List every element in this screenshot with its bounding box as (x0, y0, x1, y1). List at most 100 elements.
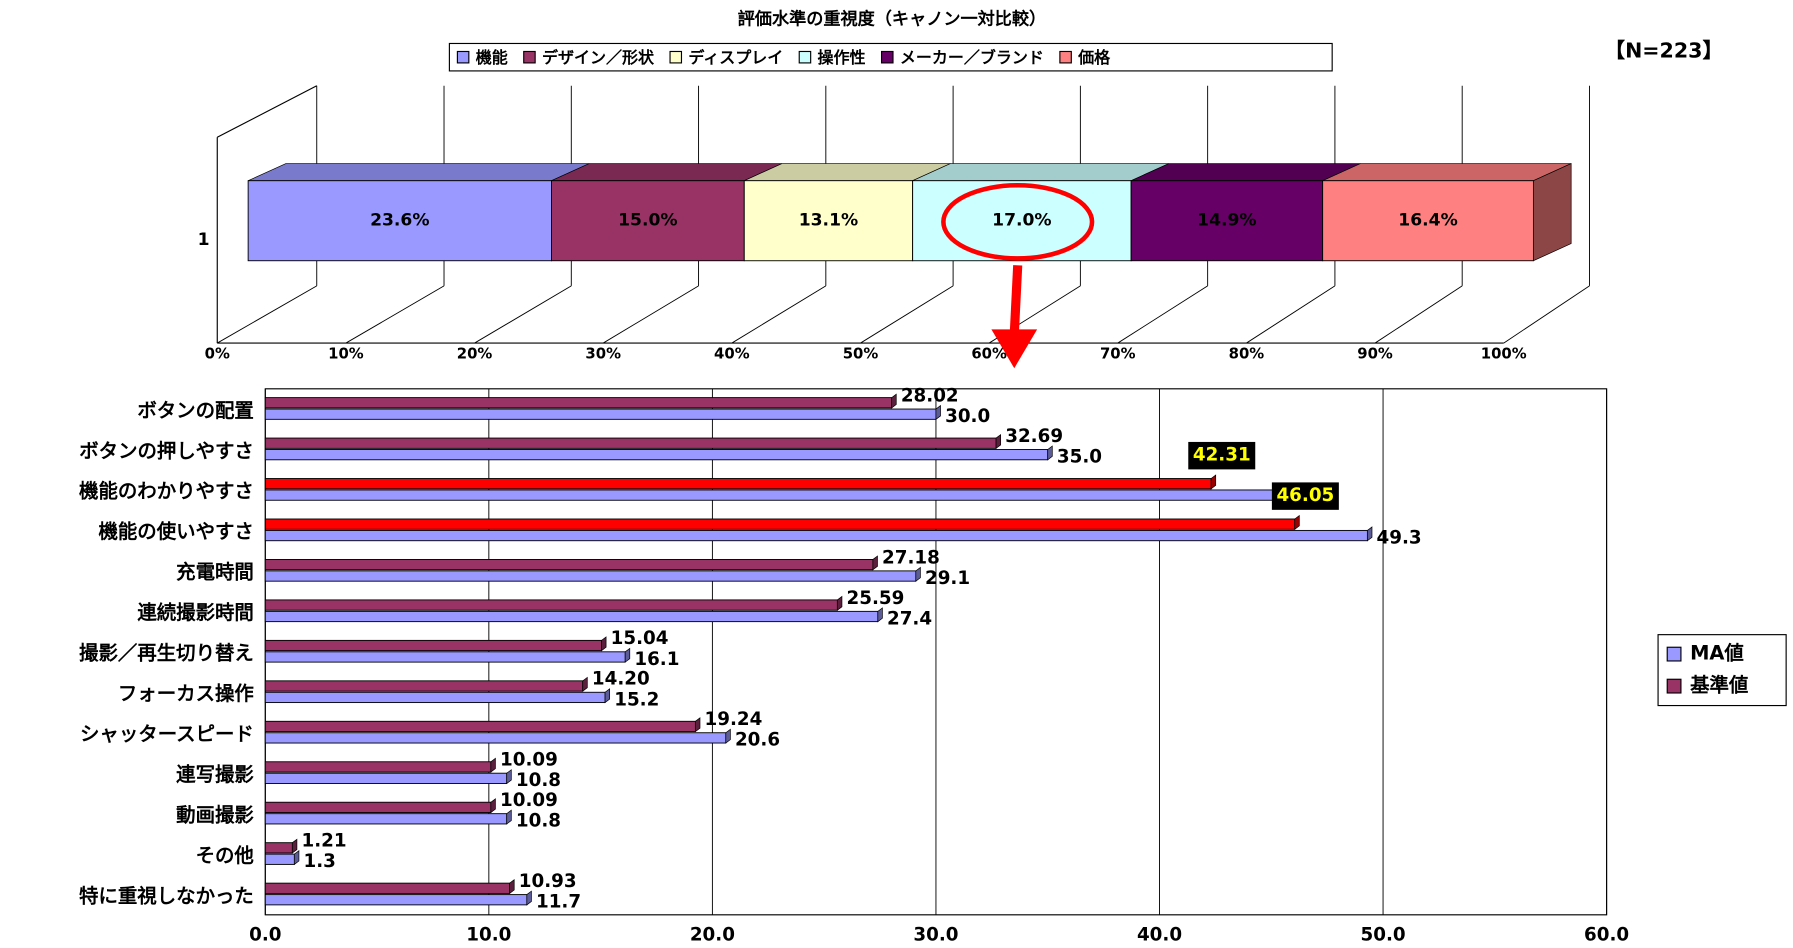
x-tick-label: 30% (585, 345, 621, 363)
grid-line (345, 285, 445, 344)
data-label: 11.7 (536, 892, 581, 913)
data-label: 46.05 (1276, 485, 1334, 506)
y-tick-label: 充電時間 (176, 561, 254, 584)
y-tick-label: その他 (196, 844, 255, 867)
bar (264, 437, 997, 449)
grid-line (474, 285, 572, 344)
data-label: 35.0 (1057, 447, 1102, 468)
data-label: 30.0 (945, 406, 990, 427)
bar (264, 842, 293, 854)
bar (264, 449, 1049, 461)
bar-side (526, 890, 532, 906)
arrow-shaft (1009, 265, 1023, 335)
bar-side (1047, 445, 1053, 461)
data-label: 42.31 (1193, 445, 1251, 466)
bar (264, 599, 838, 611)
x-tick-label: 10% (328, 345, 364, 363)
bar (264, 478, 1212, 490)
legend-swatch (523, 50, 536, 64)
data-label: 16.4% (1398, 211, 1457, 231)
legend-label: デザイン／形状 (542, 48, 655, 67)
bar (264, 882, 511, 894)
x-tick-label: 80% (1229, 345, 1265, 363)
bar-side (1294, 514, 1300, 530)
bar-side (509, 879, 515, 895)
highlight-ellipse (941, 182, 1095, 261)
legend-swatch (456, 50, 470, 64)
bar (264, 732, 727, 744)
x-tick-label: 0% (205, 345, 230, 363)
y-tick-label: 1 (198, 230, 210, 250)
x-tick-label: 90% (1357, 345, 1393, 363)
bar-side (725, 728, 731, 744)
x-tick-label: 60.0 (1584, 924, 1629, 945)
bar (551, 180, 745, 262)
bar-side (291, 838, 298, 854)
bar-side (872, 555, 878, 571)
bar (264, 610, 879, 623)
bar (264, 680, 584, 692)
data-label-box (1188, 441, 1256, 470)
y-tick-label: 機能のわかりやすさ (79, 480, 254, 503)
bar (912, 180, 1132, 262)
bar-top (247, 163, 590, 182)
sample-size: 【N=223】 (1604, 38, 1723, 62)
legend-label: メーカー／ブランド (900, 48, 1044, 67)
grid-line (1117, 285, 1208, 344)
y-tick-label: フォーカス操作 (118, 682, 255, 705)
legend-label: ディスプレイ (688, 48, 783, 67)
data-label: 13.1% (799, 211, 858, 231)
bar (264, 639, 602, 652)
grid-line (731, 285, 827, 344)
bar (264, 720, 696, 733)
legend-label: MA値 (1690, 642, 1744, 665)
bar (264, 489, 1279, 501)
y-tick-label: シャッタースピード (80, 723, 254, 746)
y-tick-label: 機能の使いやすさ (98, 520, 253, 543)
data-label: 1.21 (301, 831, 346, 852)
bar (264, 397, 893, 409)
x-tick-label: 40% (714, 345, 750, 363)
bar-side (582, 676, 588, 692)
y-tick-label: ボタンの配置 (137, 399, 254, 422)
legend-label: 機能 (476, 48, 508, 67)
x-tick-label: 50% (843, 345, 879, 363)
bar-side (935, 404, 941, 421)
legend-box (1657, 634, 1787, 707)
bar-side (695, 717, 701, 733)
data-label: 28.02 (901, 385, 959, 406)
legend-swatch (669, 50, 683, 64)
bar-side (601, 636, 607, 652)
x-tick-label: 20% (457, 345, 493, 363)
legend-swatch (880, 50, 894, 64)
bar (264, 853, 295, 865)
bar-side (837, 595, 843, 611)
y-tick-label: 撮影／再生切り替え (79, 642, 254, 665)
grid-line (1374, 285, 1463, 344)
bar-side (1367, 526, 1373, 542)
bar-side (604, 688, 611, 704)
data-label: 23.6% (370, 211, 429, 231)
bar-side (1210, 474, 1217, 490)
legend-swatch (798, 50, 812, 64)
data-label: 19.24 (705, 709, 763, 730)
x-tick-label: 30.0 (913, 924, 958, 945)
grid-line (1246, 285, 1336, 344)
bar (1130, 180, 1324, 262)
data-label: 15.04 (611, 628, 669, 649)
data-label: 14.9% (1197, 211, 1256, 231)
bar-side (490, 798, 496, 814)
grid-line (1503, 285, 1590, 344)
bar-top (912, 163, 1170, 182)
x-tick-label: 0.0 (249, 924, 281, 945)
bar-side (995, 433, 1002, 450)
data-label: 14.20 (592, 669, 650, 690)
data-label: 1.3 (304, 851, 336, 872)
bar-side (624, 647, 631, 663)
bar (264, 558, 874, 571)
bar (264, 570, 917, 582)
bar-top (1322, 163, 1572, 182)
arrow-head (991, 329, 1038, 369)
grid-line (217, 285, 317, 344)
